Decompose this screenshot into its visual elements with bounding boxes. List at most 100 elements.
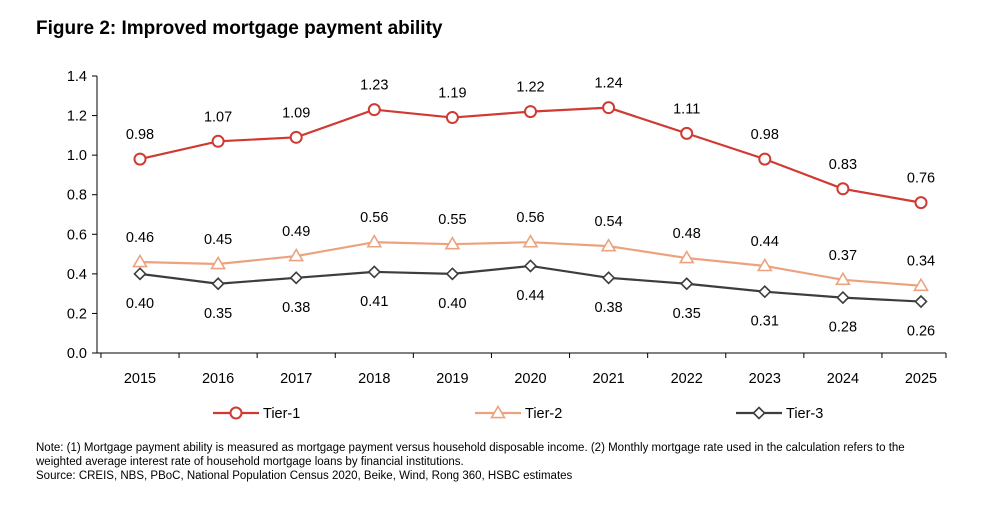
series-line-tier-1 xyxy=(139,106,922,204)
data-label-tier-3: 0.26 xyxy=(907,324,935,340)
data-label-tier-3: 0.38 xyxy=(594,300,622,316)
data-label-tier-1: 0.76 xyxy=(907,171,935,187)
data-point-tier-3 xyxy=(914,294,928,309)
data-label-tier-1: 1.09 xyxy=(282,105,310,121)
y-tick-label: 1.2 xyxy=(67,109,87,125)
x-tick-label: 2022 xyxy=(671,371,703,387)
data-label-tier-3: 0.41 xyxy=(360,294,388,310)
data-point-tier-1 xyxy=(914,196,928,210)
x-tick-label: 2015 xyxy=(124,371,156,387)
chart-title: Figure 2: Improved mortgage payment abil… xyxy=(36,18,443,39)
x-tick-label: 2016 xyxy=(202,371,234,387)
y-tick-label: 0.6 xyxy=(67,227,87,243)
data-label-tier-2: 0.56 xyxy=(516,210,544,226)
y-tick-label: 0.2 xyxy=(67,306,87,322)
data-label-tier-1: 1.11 xyxy=(673,101,700,117)
y-tick-label: 0.4 xyxy=(67,267,87,283)
data-point-tier-1 xyxy=(680,126,694,140)
legend-label: Tier-3 xyxy=(786,406,823,422)
data-label-tier-2: 0.56 xyxy=(360,210,388,226)
data-label-tier-2: 0.45 xyxy=(204,232,232,248)
x-tick-label: 2025 xyxy=(905,371,937,387)
chart-notes: Note: (1) Mortgage payment ability is me… xyxy=(36,441,976,483)
x-tick-label: 2020 xyxy=(514,371,546,387)
series-tier-3: 0.40 0.35 0.38 0.41 0.40 0.44 0.38 0.35 0.31 0.28… xyxy=(126,259,935,340)
data-label-tier-3: 0.40 xyxy=(126,296,154,312)
data-point-tier-1 xyxy=(524,105,537,119)
data-point-tier-3 xyxy=(836,290,850,305)
data-label-tier-3: 0.35 xyxy=(673,306,701,322)
data-point-tier-1 xyxy=(602,101,616,115)
data-point-tier-2 xyxy=(288,247,305,262)
data-point-tier-1 xyxy=(367,103,381,117)
data-label-tier-1: 1.23 xyxy=(360,78,388,94)
series-layer: 0.98 1.07 1.09 1.23 1.19 1.22 1.24 1.11 0.98 0.83… xyxy=(126,76,935,340)
legend-marker xyxy=(229,406,243,420)
data-point-tier-2 xyxy=(132,253,148,268)
data-label-tier-2: 0.54 xyxy=(594,214,622,230)
data-point-tier-2 xyxy=(913,277,929,292)
data-point-tier-1 xyxy=(133,152,147,166)
y-tick-label: 1.0 xyxy=(67,148,87,164)
data-point-tier-2 xyxy=(756,257,773,272)
data-point-tier-3 xyxy=(523,259,538,273)
data-point-tier-1 xyxy=(445,111,459,125)
data-label-tier-3: 0.35 xyxy=(204,306,232,322)
data-label-tier-3: 0.40 xyxy=(438,296,466,312)
legend-item-tier-3: Tier-3 xyxy=(736,406,823,422)
data-label-tier-1: 0.83 xyxy=(829,157,857,173)
legend-label: Tier-1 xyxy=(263,406,300,422)
legend-item-tier-1: Tier-1 xyxy=(213,406,300,422)
data-point-tier-2 xyxy=(600,238,617,252)
chart-axes: 0.0 0.2 0.4 0.6 0.8 1.0 1.2 1.4 2015 2016 2017 2018… xyxy=(67,69,947,387)
data-point-tier-2 xyxy=(210,255,226,270)
x-tick-label: 2021 xyxy=(592,371,624,387)
x-tick-label: 2023 xyxy=(749,371,781,387)
data-point-tier-1 xyxy=(758,152,772,166)
y-tick-label: 1.4 xyxy=(67,69,87,85)
chart-legend: Tier-1 Tier-2 Tier-3 xyxy=(213,404,823,422)
data-point-tier-3 xyxy=(367,265,381,279)
data-label-tier-1: 1.22 xyxy=(516,80,544,96)
data-label-tier-1: 1.19 xyxy=(438,86,466,102)
data-point-tier-3 xyxy=(601,271,616,285)
x-tick-label: 2017 xyxy=(280,371,312,387)
data-point-tier-3 xyxy=(445,267,460,281)
x-tick-label: 2019 xyxy=(436,371,468,387)
data-label-tier-2: 0.44 xyxy=(751,234,779,250)
data-point-tier-1 xyxy=(211,134,225,148)
data-point-tier-1 xyxy=(836,182,850,196)
data-label-tier-1: 0.98 xyxy=(751,127,779,143)
data-label-tier-1: 1.24 xyxy=(594,76,622,92)
data-label-tier-2: 0.46 xyxy=(126,230,154,246)
data-point-tier-2 xyxy=(444,236,461,250)
data-label-tier-3: 0.31 xyxy=(751,314,779,330)
legend-marker xyxy=(752,406,766,420)
data-point-tier-3 xyxy=(289,271,303,285)
data-point-tier-3 xyxy=(758,285,772,299)
data-label-tier-3: 0.44 xyxy=(516,288,544,304)
data-point-tier-3 xyxy=(133,267,147,281)
data-point-tier-3 xyxy=(211,277,225,291)
note-line-2: weighted average interest rate of househ… xyxy=(36,456,464,468)
data-label-tier-2: 0.48 xyxy=(673,226,701,242)
data-label-tier-3: 0.28 xyxy=(829,320,857,336)
y-tick-label: 0.8 xyxy=(67,188,87,204)
data-point-tier-2 xyxy=(678,249,695,264)
y-tick-label: 0.0 xyxy=(67,346,87,362)
data-label-tier-3: 0.38 xyxy=(282,300,310,316)
legend-item-tier-2: Tier-2 xyxy=(475,404,562,422)
source-line: Source: CREIS, NBS, PBoC, National Popul… xyxy=(36,470,573,482)
x-tick-label: 2024 xyxy=(827,371,859,387)
data-label-tier-2: 0.55 xyxy=(438,212,466,228)
data-label-tier-1: 1.07 xyxy=(204,109,232,125)
data-label-tier-2: 0.49 xyxy=(282,224,310,240)
data-label-tier-1: 0.98 xyxy=(126,127,154,143)
series-tier-2: 0.46 0.45 0.49 0.56 0.55 0.56 0.54 0.48 0.44 0.37… xyxy=(126,210,935,292)
note-line-1: Note: (1) Mortgage payment ability is me… xyxy=(36,442,905,454)
data-point-tier-2 xyxy=(835,271,851,286)
data-point-tier-3 xyxy=(680,277,694,291)
legend-marker xyxy=(490,404,506,419)
data-point-tier-2 xyxy=(522,234,539,248)
